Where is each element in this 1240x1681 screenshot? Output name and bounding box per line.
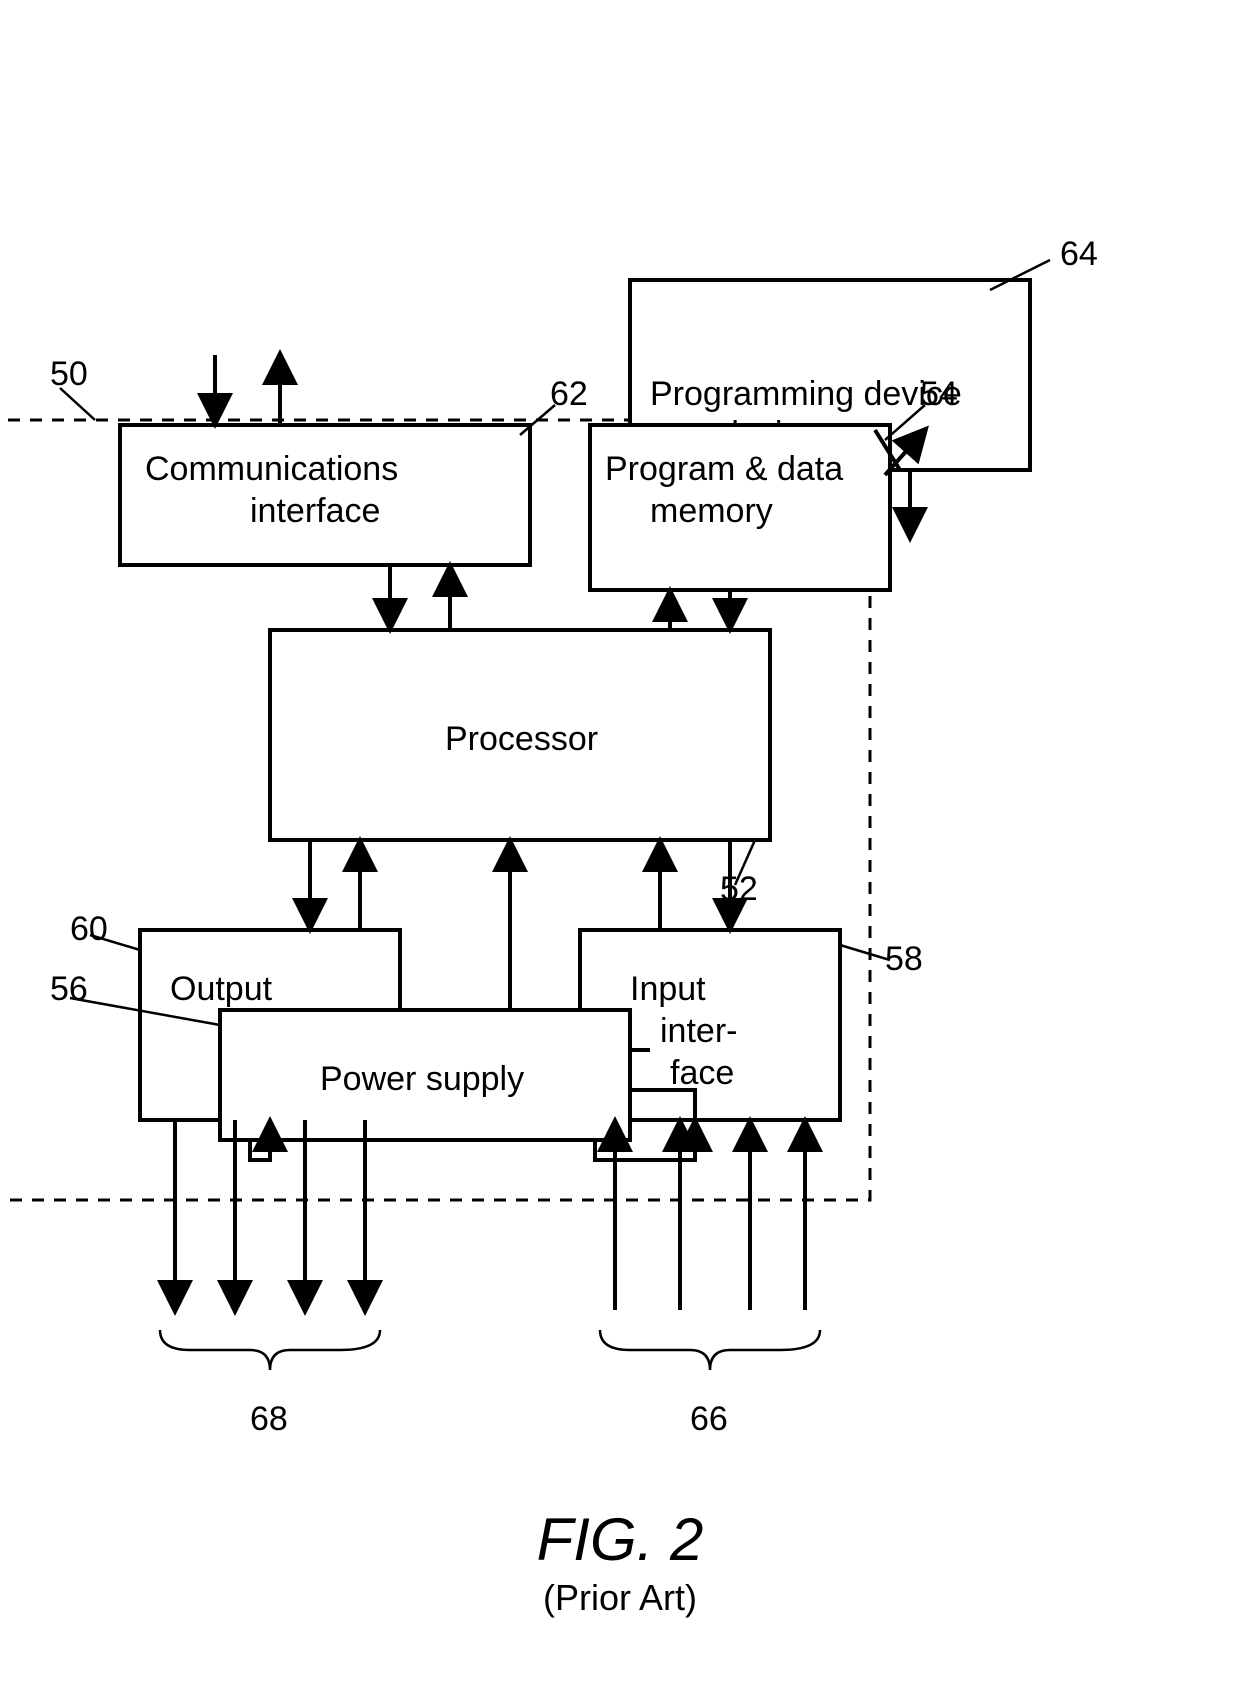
figure-title: FIG. 2 <box>537 1506 704 1573</box>
ref-58: 58 <box>885 940 923 978</box>
ref-56: 56 <box>50 970 88 1008</box>
comms-label-1: Communications <box>145 450 398 488</box>
memory-label-1: Program & data <box>605 450 843 488</box>
ref-68: 68 <box>250 1400 288 1438</box>
memory-label-2: memory <box>650 492 773 530</box>
ref-62: 62 <box>550 375 588 413</box>
input-if-label-1: Input <box>630 970 706 1008</box>
ref-50: 50 <box>50 355 88 393</box>
figure-subtitle: (Prior Art) <box>543 1577 697 1618</box>
ref-66: 66 <box>690 1400 728 1438</box>
ref-64: 64 <box>1060 235 1098 273</box>
processor-label: Processor <box>445 720 598 758</box>
programming-device-label: Programming device <box>650 375 962 413</box>
output-if-label-1: Output <box>170 970 273 1008</box>
leader-58 <box>840 945 890 960</box>
ref-60: 60 <box>70 910 108 948</box>
input-if-label-2: inter- <box>660 1012 737 1050</box>
input-if-label-3: face <box>670 1054 734 1092</box>
ref-54: 54 <box>920 375 958 413</box>
comms-label-2: interface <box>250 492 380 530</box>
brace-outputs <box>160 1330 380 1370</box>
brace-inputs <box>600 1330 820 1370</box>
power-label: Power supply <box>320 1060 524 1098</box>
